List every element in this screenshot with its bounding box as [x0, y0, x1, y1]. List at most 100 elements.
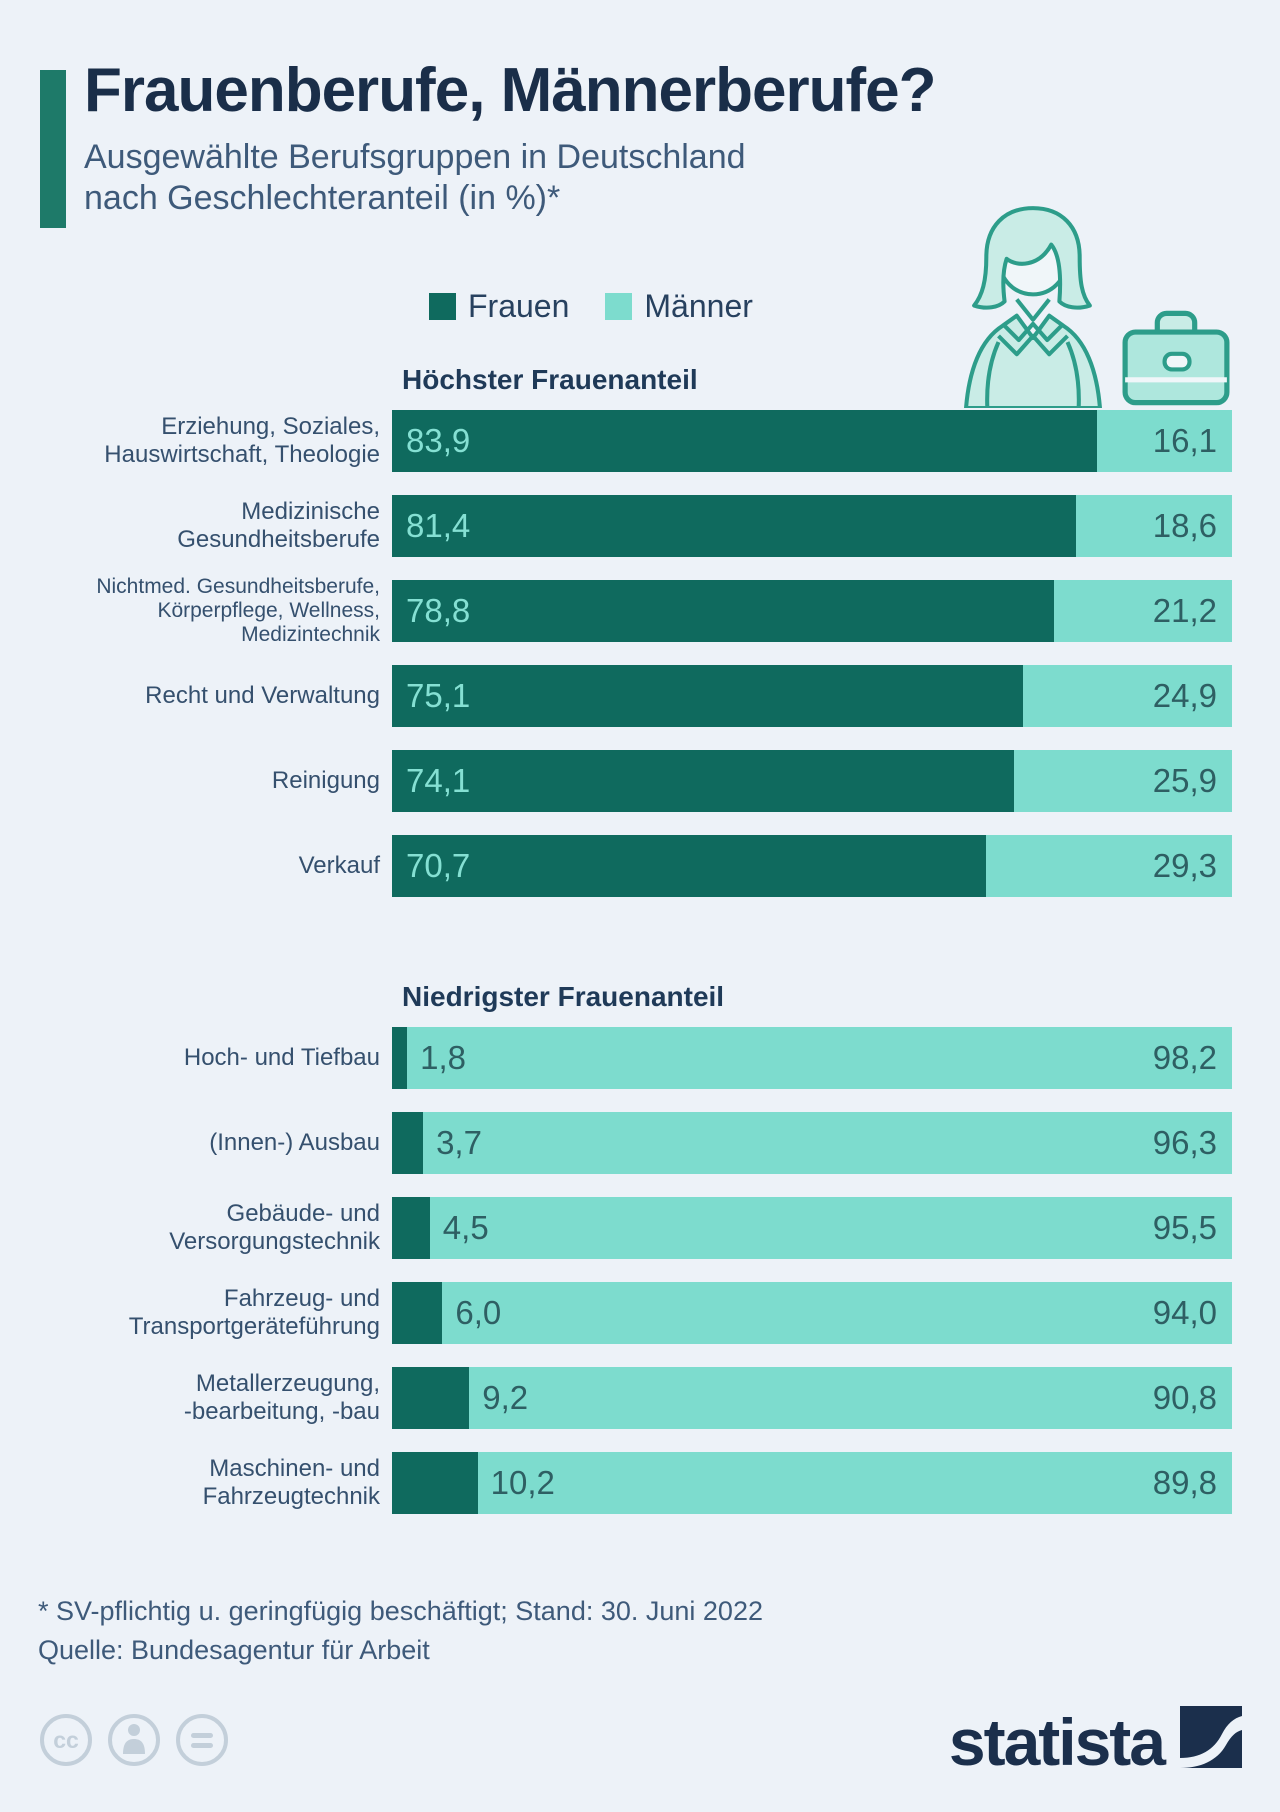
frauen-value: 6,0: [455, 1293, 502, 1331]
frauen-value: 70,7: [406, 846, 471, 884]
frauen-bar-segment: [392, 409, 1097, 472]
bar-row: Erziehung, Soziales, Hauswirtschaft, The…: [0, 409, 1280, 472]
row-label: Gebäude- und Versorgungstechnik: [169, 1199, 380, 1255]
legend-label-frauen: Frauen: [468, 288, 570, 325]
footer: cc statista: [0, 1704, 1280, 1779]
frauen-value: 1,8: [420, 1038, 466, 1076]
bar-row: Fahrzeug- und Transportgeräteführung 6,0 9…: [0, 1281, 1280, 1344]
briefcase-icon: [1122, 310, 1230, 406]
frauen-value: 81,4: [406, 506, 471, 544]
legend: Frauen Männer: [429, 288, 1280, 325]
row-label: Reinigung: [271, 766, 380, 794]
bar-row: Medizinische Gesundheitsberufe 81,4 18,6: [0, 494, 1280, 557]
bar-row: Gebäude- und Versorgungstechnik 4,5 95,5: [0, 1196, 1280, 1259]
maenner-bar-segment: [1022, 664, 1232, 727]
footnotes: * SV-pflichtig u. geringfügig beschäftig…: [38, 1592, 1280, 1670]
stacked-bar: 75,1 24,9: [392, 664, 1232, 727]
statista-logo: statista: [948, 1704, 1242, 1779]
legend-item-frauen: Frauen: [429, 288, 569, 325]
maenner-swatch: [605, 293, 633, 321]
frauen-value: 74,1: [406, 761, 471, 799]
statista-logo-mark: [1180, 1706, 1242, 1769]
row-label: Fahrzeug- und Transportgeräteführung: [128, 1284, 380, 1340]
maenner-value: 94,0: [1152, 1293, 1217, 1331]
bar-row: Verkauf 70,7 29,3: [0, 834, 1280, 897]
bar-row: Maschinen- und Fahrzeugtechnik 10,2 89,8: [0, 1451, 1280, 1514]
frauen-value: 9,2: [482, 1378, 529, 1416]
row-label: Maschinen- und Fahrzeugtechnik: [202, 1454, 380, 1510]
frauen-value: 3,7: [436, 1123, 482, 1161]
stacked-bar: 83,9 16,1: [392, 409, 1232, 472]
source: Quelle: Bundesagentur für Arbeit: [38, 1635, 430, 1666]
cc-license-icons: cc: [38, 1712, 230, 1768]
frauen-value: 83,9: [406, 421, 471, 459]
maenner-bar-segment: [429, 1196, 1232, 1259]
maenner-bar-segment: [1075, 494, 1232, 557]
maenner-value: 18,6: [1152, 506, 1217, 544]
stacked-bar: 9,2 90,8: [392, 1366, 1232, 1429]
stacked-bar: 81,4 18,6: [392, 494, 1232, 557]
maenner-value: 21,2: [1152, 591, 1217, 629]
maenner-bar-segment: [1053, 579, 1232, 642]
page-title: Frauenberufe, Männerberufe?: [84, 56, 936, 125]
cc-attribution-icon: [108, 1714, 160, 1767]
maenner-bar-segment: [407, 1026, 1232, 1089]
bar-row: Metallerzeugung, -bearbeitung, -bau 9,2 90…: [0, 1366, 1280, 1429]
cc-icon: cc: [40, 1714, 92, 1767]
footnote: * SV-pflichtig u. geringfügig beschäftig…: [38, 1595, 763, 1626]
frauen-value: 78,8: [406, 591, 471, 629]
maenner-bar-segment: [469, 1366, 1232, 1429]
frauen-bar-segment: [392, 494, 1076, 557]
frauen-bar-segment: [392, 1281, 443, 1344]
bar-rows: Erziehung, Soziales, Hauswirtschaft, The…: [0, 409, 1280, 897]
page-subtitle: Ausgewählte Berufsgruppen in Deutschland…: [84, 137, 746, 218]
bar-row: Hoch- und Tiefbau 1,8 98,2: [0, 1026, 1280, 1089]
frauen-bar-segment: [392, 579, 1054, 642]
stacked-bar: 3,7 96,3: [392, 1111, 1232, 1174]
stacked-bar: 78,8 21,2: [392, 579, 1232, 642]
section-header: Höchster Frauenanteil: [402, 363, 698, 395]
maenner-value: 98,2: [1152, 1038, 1217, 1076]
legend-label-maenner: Männer: [644, 288, 753, 325]
maenner-value: 29,3: [1152, 846, 1217, 884]
maenner-value: 16,1: [1152, 421, 1217, 459]
statista-logo-text: statista: [948, 1704, 1166, 1779]
svg-text:cc: cc: [53, 1727, 79, 1753]
row-label: Erziehung, Soziales, Hauswirtschaft, The…: [104, 412, 380, 468]
frauen-bar-segment: [392, 664, 1023, 727]
frauen-bar-segment: [392, 834, 986, 897]
row-label: Recht und Verwaltung: [145, 681, 380, 709]
stacked-bar: 70,7 29,3: [392, 834, 1232, 897]
header: Frauenberufe, Männerberufe? Ausgewählte …: [0, 0, 1280, 228]
bar-row: (Innen-) Ausbau 3,7 96,3: [0, 1111, 1280, 1174]
stacked-bar: 4,5 95,5: [392, 1196, 1232, 1259]
bar-row: Nichtmed. Gesundheitsberufe, Körperpfleg…: [0, 575, 1280, 646]
accent-bar: [40, 70, 66, 228]
maenner-value: 95,5: [1152, 1208, 1217, 1246]
maenner-bar-segment: [442, 1281, 1232, 1344]
maenner-bar-segment: [477, 1451, 1232, 1514]
row-label: Verkauf: [298, 851, 380, 879]
row-label: Metallerzeugung, -bearbeitung, -bau: [183, 1369, 380, 1425]
frauen-value: 4,5: [442, 1208, 489, 1246]
frauen-bar-segment: [392, 1366, 470, 1429]
frauen-bar-segment: [392, 749, 1015, 812]
cc-nd-icon: [176, 1714, 228, 1767]
legend-item-maenner: Männer: [605, 288, 753, 325]
maenner-bar-segment: [423, 1111, 1232, 1174]
frauen-value: 10,2: [490, 1463, 555, 1501]
frauen-bar-segment: [392, 1111, 424, 1174]
row-label: (Innen-) Ausbau: [209, 1128, 380, 1156]
frauen-swatch: [429, 293, 456, 321]
row-label: Medizinische Gesundheitsberufe: [177, 497, 380, 553]
section-hoechster-frauenanteil: Höchster Frauenanteil Erziehung, Soziale…: [0, 364, 1280, 897]
row-label: Nichtmed. Gesundheitsberufe, Körperpfleg…: [96, 574, 380, 646]
woman-icon: [964, 206, 1102, 408]
maenner-bar-segment: [1014, 749, 1232, 812]
stacked-bar: 74,1 25,9: [392, 749, 1232, 812]
frauen-bar-segment: [392, 1451, 478, 1514]
maenner-value: 25,9: [1152, 761, 1217, 799]
bar-rows: Hoch- und Tiefbau 1,8 98,2 (Innen-) Ausbau 3…: [0, 1026, 1280, 1514]
stacked-bar: 1,8 98,2: [392, 1026, 1232, 1089]
